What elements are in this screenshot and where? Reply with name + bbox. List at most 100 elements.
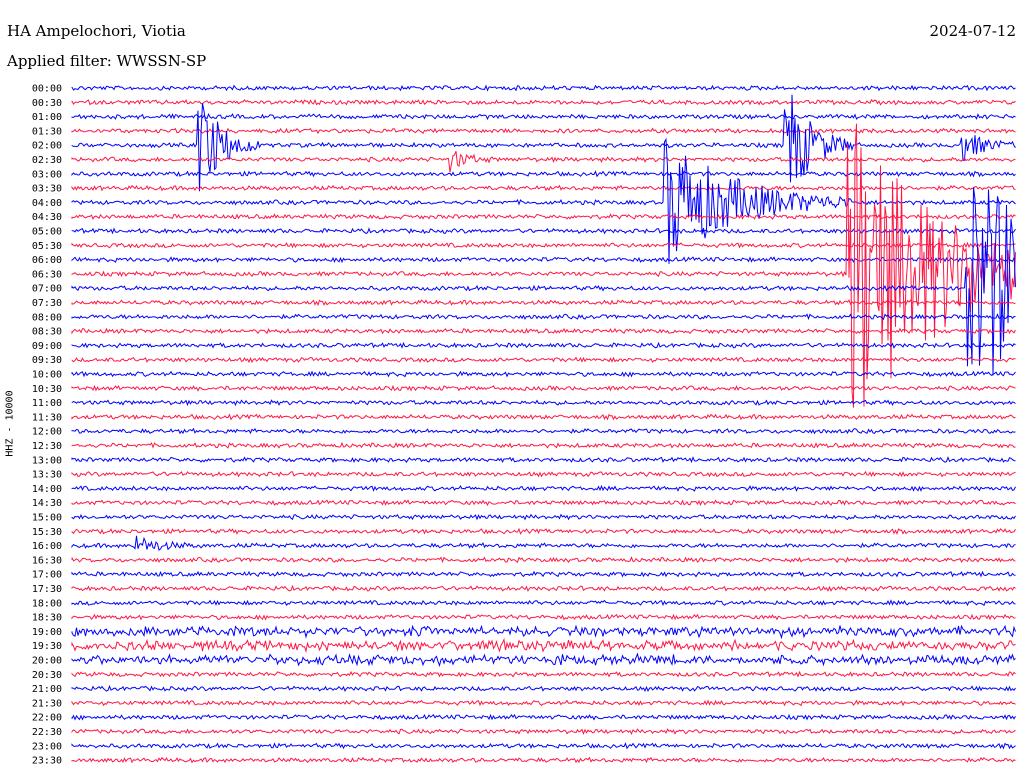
seismic-trace-row <box>71 756 1016 764</box>
row-tick-label: 13:30 <box>32 470 62 481</box>
row-tick-label: 02:00 <box>32 141 62 152</box>
seismic-trace-row <box>71 94 1016 192</box>
row-tick-label: 20:30 <box>32 670 62 681</box>
row-tick-label: 09:00 <box>32 341 62 352</box>
station-name: HA Ampelochori, Viotia <box>7 22 186 40</box>
row-tick-label: 05:00 <box>32 227 62 238</box>
row-tick-label: 05:30 <box>32 241 62 252</box>
row-tick-label: 23:30 <box>32 756 62 767</box>
seismic-trace-row <box>71 624 1016 640</box>
seismic-trace-row <box>71 527 1016 536</box>
seismic-trace-row <box>71 299 1016 307</box>
seismic-trace-row <box>71 441 1016 449</box>
filter-label: Applied filter: WWSSN-SP <box>7 52 207 70</box>
seismic-trace-row <box>71 484 1016 492</box>
seismic-trace-row <box>71 241 1016 249</box>
row-tick-label: 19:00 <box>32 627 62 638</box>
row-tick-label: 12:30 <box>32 441 62 452</box>
row-tick-label: 15:30 <box>32 527 62 538</box>
seismic-trace-row <box>71 313 1016 321</box>
seismic-trace-row <box>71 112 1016 121</box>
seismic-trace-row <box>71 341 1016 349</box>
row-tick-label: 06:30 <box>32 269 62 280</box>
row-tick-label: 14:30 <box>32 498 62 509</box>
seismic-trace-row <box>71 456 1016 464</box>
row-tick-label: 16:30 <box>32 555 62 566</box>
seismic-trace-row <box>71 98 1016 106</box>
seismic-trace-row <box>71 187 1016 376</box>
row-tick-label: 20:00 <box>32 656 62 667</box>
row-tick-label: 06:00 <box>32 255 62 266</box>
row-tick-label: 10:00 <box>32 370 62 381</box>
seismic-trace-row <box>71 556 1016 564</box>
row-tick-label: 00:30 <box>32 98 62 109</box>
row-tick-label: 01:00 <box>32 112 62 123</box>
seismic-trace-row <box>71 713 1016 721</box>
seismic-trace-row <box>71 151 1016 173</box>
seismic-trace-row <box>71 699 1016 707</box>
seismic-trace-row <box>71 670 1016 678</box>
date-label: 2024-07-12 <box>929 22 1016 40</box>
row-tick-label: 03:30 <box>32 184 62 195</box>
seismic-trace-row <box>71 742 1016 750</box>
seismic-trace-row <box>71 728 1016 736</box>
row-tick-label: 17:30 <box>32 584 62 595</box>
row-tick-label: 08:00 <box>32 312 62 323</box>
row-tick-label: 18:00 <box>32 598 62 609</box>
seismic-trace-row <box>71 399 1016 407</box>
row-tick-label: 21:30 <box>32 698 62 709</box>
seismic-trace-row <box>71 170 1016 178</box>
seismic-trace-row <box>71 535 1016 551</box>
channel-axis-label: HHZ - 10000 <box>4 390 16 457</box>
seismic-trace-row <box>71 637 1016 654</box>
row-tick-label: 00:00 <box>32 84 62 95</box>
row-tick-label: 04:30 <box>32 212 62 223</box>
seismic-trace-row <box>71 370 1016 378</box>
row-tick-label: 03:00 <box>32 169 62 180</box>
seismic-trace-row <box>71 584 1016 592</box>
row-tick-label: 09:30 <box>32 355 62 366</box>
row-tick-label: 04:00 <box>32 198 62 209</box>
row-tick-label: 07:00 <box>32 284 62 295</box>
row-tick-label: 07:30 <box>32 298 62 309</box>
seismic-trace-row <box>71 227 1016 235</box>
seismic-trace-row <box>71 499 1016 507</box>
row-tick-label: 17:00 <box>32 570 62 581</box>
seismic-trace-row <box>71 123 1016 408</box>
seismic-trace-row <box>71 137 1016 264</box>
row-tick-label: 11:30 <box>32 412 62 423</box>
seismic-trace-row <box>71 684 1016 693</box>
seismic-trace-row <box>71 213 1016 220</box>
seismic-trace-row <box>71 570 1016 578</box>
seismic-trace-row <box>71 427 1016 435</box>
seismic-trace-row <box>71 84 1016 92</box>
row-tick-label: 02:30 <box>32 155 62 166</box>
seismic-trace-row <box>71 384 1016 392</box>
seismic-trace-row <box>71 413 1016 421</box>
row-tick-label: 18:30 <box>32 613 62 624</box>
seismic-trace-row <box>71 470 1016 478</box>
row-tick-label: 11:00 <box>32 398 62 409</box>
row-tick-label: 16:00 <box>32 541 62 552</box>
row-tick-label: 21:00 <box>32 684 62 695</box>
row-tick-label: 13:00 <box>32 455 62 466</box>
row-tick-label: 15:00 <box>32 513 62 524</box>
row-tick-label: 23:00 <box>32 741 62 752</box>
seismic-trace-row <box>71 599 1016 607</box>
row-tick-label: 10:30 <box>32 384 62 395</box>
seismic-trace-row <box>71 256 1016 264</box>
seismic-trace-row <box>71 356 1016 364</box>
row-tick-label: 22:00 <box>32 713 62 724</box>
seismic-trace-row <box>71 127 1016 135</box>
row-tick-label: 01:30 <box>32 126 62 137</box>
seismic-trace-row <box>71 327 1016 335</box>
seismic-trace-row <box>71 613 1016 621</box>
seismic-trace-row <box>71 652 1016 668</box>
row-tick-label: 12:00 <box>32 427 62 438</box>
seismic-trace-row <box>71 513 1016 521</box>
seismic-trace-row <box>71 184 1016 192</box>
row-tick-label: 14:00 <box>32 484 62 495</box>
row-tick-label: 22:30 <box>32 727 62 738</box>
row-tick-label: 08:30 <box>32 327 62 338</box>
